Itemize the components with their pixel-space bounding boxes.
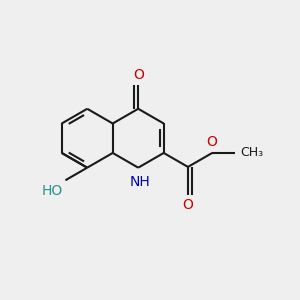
Text: O: O <box>182 198 194 212</box>
Text: HO: HO <box>41 184 62 198</box>
Text: CH₃: CH₃ <box>240 146 263 159</box>
Text: O: O <box>207 134 218 148</box>
Text: NH: NH <box>129 175 150 189</box>
Text: O: O <box>133 68 144 82</box>
